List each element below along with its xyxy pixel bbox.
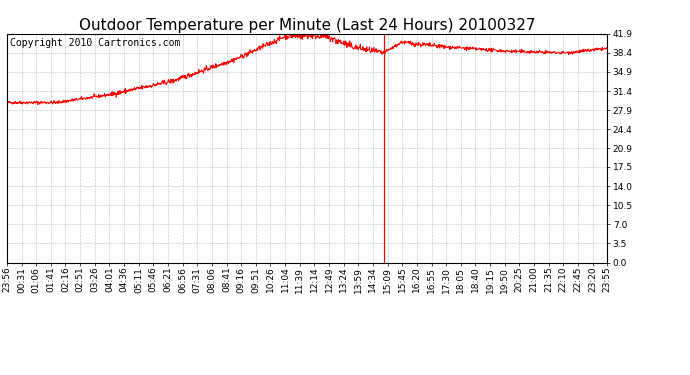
Title: Outdoor Temperature per Minute (Last 24 Hours) 20100327: Outdoor Temperature per Minute (Last 24 … (79, 18, 535, 33)
Text: Copyright 2010 Cartronics.com: Copyright 2010 Cartronics.com (10, 38, 180, 48)
